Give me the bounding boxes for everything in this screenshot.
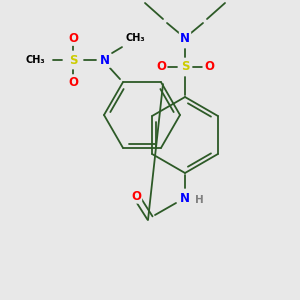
Text: O: O [131,190,141,202]
Text: S: S [69,54,77,67]
Text: O: O [204,61,214,74]
Text: N: N [180,32,190,46]
Text: CH₃: CH₃ [25,55,45,65]
Text: O: O [68,76,78,88]
Text: N: N [100,54,110,67]
Text: N: N [180,191,190,205]
Text: CH₃: CH₃ [125,33,145,43]
Text: H: H [195,195,203,205]
Text: O: O [156,61,166,74]
Text: S: S [181,61,189,74]
Text: O: O [68,32,78,45]
